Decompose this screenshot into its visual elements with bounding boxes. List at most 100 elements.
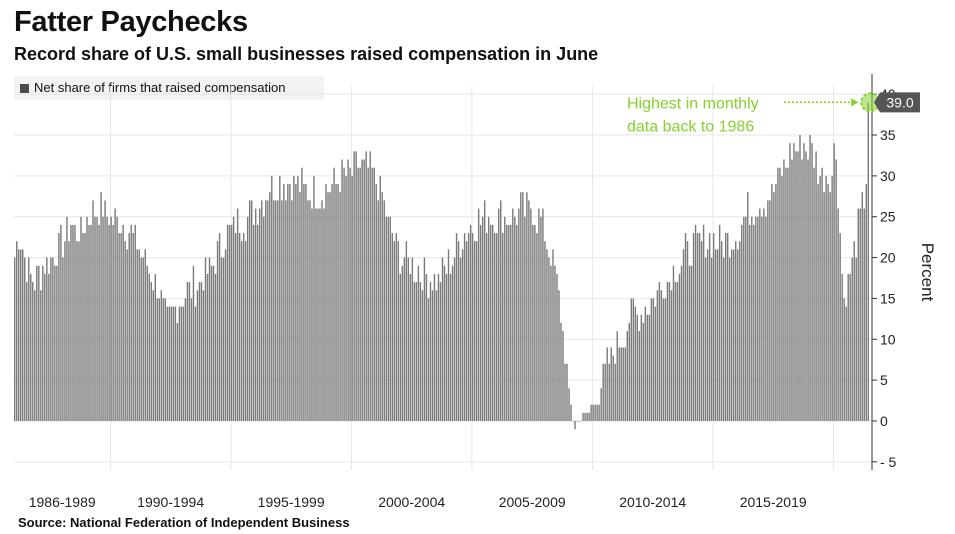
data-bar <box>409 273 412 421</box>
data-bar <box>692 233 695 421</box>
data-bar <box>624 347 626 421</box>
data-bar <box>640 314 643 421</box>
data-bar <box>393 241 396 421</box>
data-bar <box>610 347 612 421</box>
data-bar <box>747 192 749 421</box>
data-bar <box>714 249 717 421</box>
data-bar <box>777 167 779 421</box>
data-bar <box>58 233 60 421</box>
data-bar <box>654 306 657 421</box>
data-bar <box>399 273 402 421</box>
data-bar <box>528 200 530 421</box>
data-bar <box>582 412 584 421</box>
data-bar <box>349 167 351 421</box>
data-bar <box>483 200 486 421</box>
data-bar <box>775 184 777 421</box>
data-bar <box>120 233 122 421</box>
data-bar <box>604 363 606 421</box>
data-bar <box>405 241 408 421</box>
data-bar <box>178 306 181 421</box>
data-bar <box>670 290 673 421</box>
data-bar <box>90 224 92 421</box>
data-bar <box>162 298 165 421</box>
data-bar <box>359 167 361 421</box>
data-bar <box>371 167 373 421</box>
data-bar <box>500 200 502 421</box>
data-bar <box>54 265 56 421</box>
data-bar <box>18 249 20 421</box>
data-bar <box>688 265 691 421</box>
data-bar <box>660 290 663 421</box>
data-bar <box>479 224 482 421</box>
data-bar <box>502 233 504 421</box>
data-bar <box>134 224 136 421</box>
data-bar <box>532 224 534 421</box>
data-bar <box>140 257 142 421</box>
data-bar <box>244 241 247 421</box>
data-bar <box>377 200 379 421</box>
chart-title: Fatter Paychecks <box>14 6 248 38</box>
data-bar <box>216 241 219 421</box>
data-bar <box>560 322 562 421</box>
data-bar <box>751 216 753 421</box>
data-bar <box>833 143 835 421</box>
data-bar <box>331 184 333 421</box>
data-bar <box>222 257 225 421</box>
data-bar <box>508 224 510 421</box>
data-bar <box>586 412 588 421</box>
data-bar <box>82 233 84 421</box>
data-bar <box>644 306 647 421</box>
data-bar <box>283 184 285 421</box>
data-bar <box>700 241 703 421</box>
data-bar <box>755 216 757 421</box>
data-bar <box>801 159 803 421</box>
data-bar <box>845 306 847 421</box>
data-bar <box>686 241 689 421</box>
data-bar <box>190 298 193 421</box>
data-bar <box>706 249 709 421</box>
data-bar <box>144 249 146 421</box>
data-bar <box>24 257 26 421</box>
data-bar <box>22 249 24 421</box>
data-bar <box>769 200 771 421</box>
data-bar <box>176 322 179 421</box>
data-bar <box>275 200 277 421</box>
data-bar <box>184 298 187 421</box>
data-bar <box>253 224 255 421</box>
data-bar <box>124 241 126 421</box>
data-bar <box>255 208 257 421</box>
data-bar <box>481 216 484 421</box>
data-bar <box>855 257 857 421</box>
data-bar <box>540 216 542 421</box>
data-bar <box>206 273 209 421</box>
data-bar <box>150 282 152 421</box>
data-bar <box>473 241 476 421</box>
chart-legend: Net share of firms that raised compensat… <box>14 76 324 100</box>
data-bar <box>632 298 635 421</box>
data-bar <box>263 216 265 421</box>
data-bar <box>546 249 548 421</box>
data-bar <box>351 175 353 421</box>
data-bar <box>413 282 416 421</box>
data-bar <box>666 282 669 421</box>
data-bar <box>98 224 100 421</box>
data-bar <box>261 200 263 421</box>
data-bar <box>198 282 201 421</box>
data-bar <box>576 420 578 422</box>
data-bar <box>16 241 18 421</box>
data-bar <box>698 233 701 421</box>
data-bar <box>757 216 759 421</box>
y-axis-label: Percent <box>918 243 937 302</box>
x-tick-label: 1986-1989 <box>29 494 96 510</box>
data-bar <box>293 175 295 421</box>
data-bar <box>110 216 112 421</box>
data-bar <box>401 265 404 421</box>
data-bar <box>365 151 367 421</box>
data-bar <box>463 233 466 421</box>
data-bar <box>339 192 341 421</box>
data-bar <box>807 159 809 421</box>
data-bar <box>522 192 524 421</box>
data-bar <box>492 224 494 421</box>
data-bar <box>590 404 592 421</box>
data-bar <box>152 290 154 421</box>
